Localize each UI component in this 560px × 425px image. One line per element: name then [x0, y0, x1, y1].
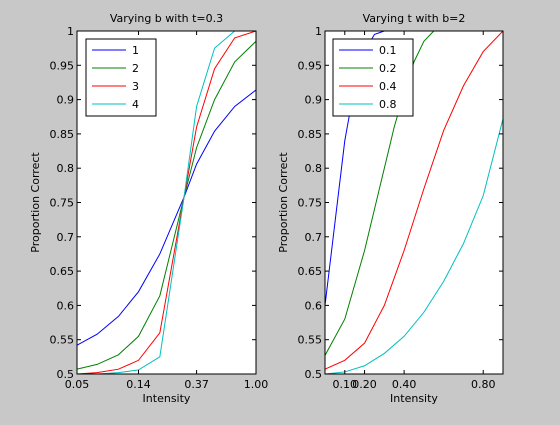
y-tick-label: 0.6: [57, 299, 75, 312]
legend-label: 2: [132, 62, 139, 75]
legend-label: 0.4: [379, 80, 397, 93]
x-tick-label: 0.10: [333, 378, 358, 391]
y-tick-label: 0.95: [50, 59, 75, 72]
x-tick-label: 0.37: [184, 378, 209, 391]
y-tick-label: 0.95: [298, 59, 323, 72]
legend-box: [85, 38, 157, 117]
series-line-2: [77, 40, 256, 370]
y-tick-label: 0.55: [50, 334, 75, 347]
legend-label: 4: [132, 98, 139, 111]
y-axis-label: Proportion Correct: [29, 152, 42, 253]
chart-title: Varying t with b=2: [363, 12, 466, 25]
legend-label: 1: [132, 44, 139, 57]
series-line-0.4: [325, 31, 503, 370]
y-tick-label: 0.8: [57, 162, 75, 175]
y-tick-label: 0.65: [50, 265, 75, 278]
series-line-4: [77, 31, 256, 374]
y-tick-label: 0.9: [57, 94, 75, 107]
y-tick-label: 0.5: [57, 368, 75, 381]
y-tick-label: 0.65: [298, 265, 323, 278]
x-tick-label: 0.80: [471, 378, 496, 391]
chart-title: Varying b with t=0.3: [110, 12, 223, 25]
y-tick-label: 0.7: [305, 231, 323, 244]
y-tick-label: 0.6: [305, 299, 323, 312]
legend-label: 3: [132, 80, 139, 93]
y-tick-label: 1: [315, 25, 322, 38]
series-line-3: [77, 31, 256, 374]
chart-panel-2: 0.50.550.60.650.70.750.80.850.90.9510.10…: [277, 12, 504, 405]
x-tick-label: 0.20: [352, 378, 377, 391]
x-tick-label: 0.14: [126, 378, 151, 391]
series-line-0.2: [325, 31, 435, 356]
legend: 1 2 3 4: [85, 38, 157, 117]
chart-panel-1: 0.5 0.55 0.6 0.65 0.7 0.75 0.8 0.85 0.9 0.95 1 0.05…: [29, 12, 268, 405]
legend-box: [332, 38, 414, 117]
x-tick-label: 0.05: [65, 378, 90, 391]
y-tick-label: 1: [67, 25, 74, 38]
x-axis-label: Intensity: [143, 392, 191, 405]
series-line-1: [77, 89, 256, 346]
y-tick-label: 0.85: [298, 128, 323, 141]
y-tick-label: 0.85: [50, 128, 75, 141]
series-line-0.8: [325, 118, 503, 374]
legend-label: 0.8: [379, 98, 397, 111]
legend-label: 0.2: [379, 62, 397, 75]
y-tick-label: 0.8: [305, 162, 323, 175]
y-tick-label: 0.5: [305, 368, 323, 381]
x-axis-label: Intensity: [390, 392, 438, 405]
y-tick-label: 0.9: [305, 94, 323, 107]
y-tick-label: 0.55: [298, 334, 323, 347]
x-tick-label: 1.00: [244, 378, 269, 391]
legend: 0.1 0.2 0.4 0.8: [332, 38, 414, 117]
y-axis-label: Proportion Correct: [277, 152, 290, 253]
legend-label: 0.1: [379, 44, 397, 57]
y-tick-label: 0.75: [50, 197, 75, 210]
y-tick-label: 0.7: [57, 231, 75, 244]
y-tick-label: 0.75: [298, 197, 323, 210]
series-group: [77, 31, 256, 374]
x-tick-label: 0.40: [392, 378, 417, 391]
